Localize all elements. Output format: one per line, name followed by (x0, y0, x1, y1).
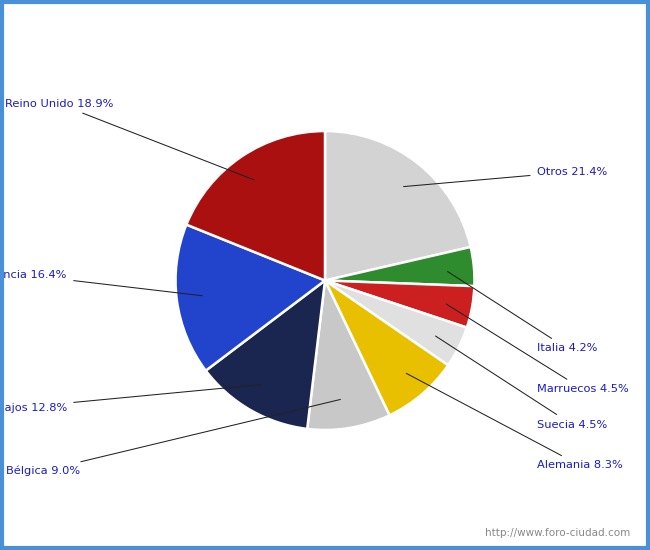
Text: Países Bajos 12.8%: Países Bajos 12.8% (0, 384, 261, 414)
Text: Reino Unido 18.9%: Reino Unido 18.9% (5, 99, 254, 180)
Wedge shape (325, 131, 471, 280)
Wedge shape (325, 280, 448, 415)
Text: Marruecos 4.5%: Marruecos 4.5% (446, 304, 629, 394)
Text: Suecia 4.5%: Suecia 4.5% (436, 336, 607, 430)
Text: Bélgica 9.0%: Bélgica 9.0% (6, 399, 341, 476)
Text: Alemania 8.3%: Alemania 8.3% (406, 373, 623, 470)
Wedge shape (176, 224, 325, 371)
Text: Italia 4.2%: Italia 4.2% (448, 272, 597, 354)
Text: http://www.foro-ciudad.com: http://www.foro-ciudad.com (486, 527, 630, 538)
Text: Fortuna - Turistas extranjeros según país - Abril de 2024: Fortuna - Turistas extranjeros según paí… (111, 15, 540, 31)
Text: Francia 16.4%: Francia 16.4% (0, 270, 202, 296)
Wedge shape (206, 280, 325, 429)
Wedge shape (325, 280, 474, 328)
Wedge shape (307, 280, 389, 430)
Wedge shape (187, 131, 325, 280)
Text: Otros 21.4%: Otros 21.4% (404, 167, 607, 186)
Wedge shape (325, 247, 474, 286)
Wedge shape (325, 280, 467, 365)
